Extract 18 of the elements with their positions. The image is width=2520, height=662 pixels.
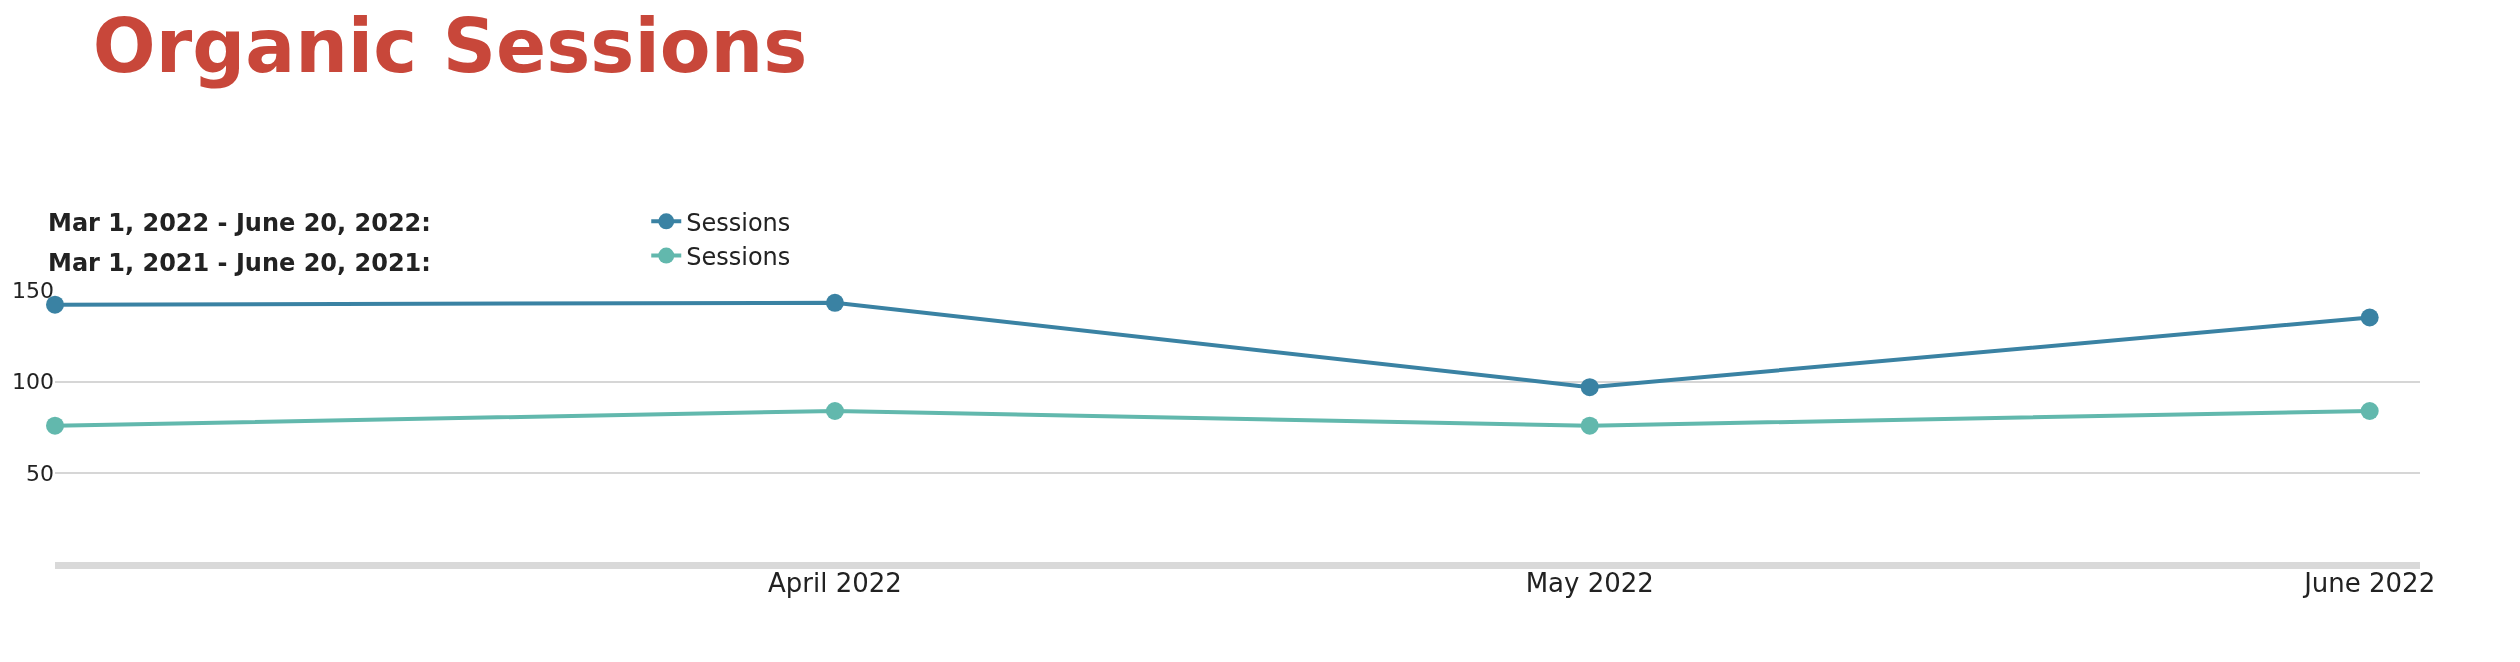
y-tick-label: 100 [12, 369, 54, 395]
point [1580, 416, 1599, 435]
x-tick-label: June 2022 [2302, 568, 2436, 598]
x-tick-label: April 2022 [768, 568, 902, 598]
x-tick-label: May 2022 [1525, 568, 1654, 598]
point [46, 416, 64, 435]
legend-label: Sessions [686, 242, 791, 271]
text: Mar 1, 2022 - June 20, 2022: [48, 209, 431, 237]
point [825, 402, 844, 420]
y-tick-label: 150 [12, 277, 54, 303]
y-tick-label: 50 [26, 461, 54, 487]
point [2360, 308, 2379, 327]
chart-title: Organic Sessions [92, 2, 808, 89]
legend-label: Sessions [686, 208, 791, 237]
point [1580, 378, 1599, 397]
point [2360, 402, 2379, 420]
point [825, 293, 844, 312]
text: Mar 1, 2021 - June 20, 2021: [48, 249, 431, 277]
